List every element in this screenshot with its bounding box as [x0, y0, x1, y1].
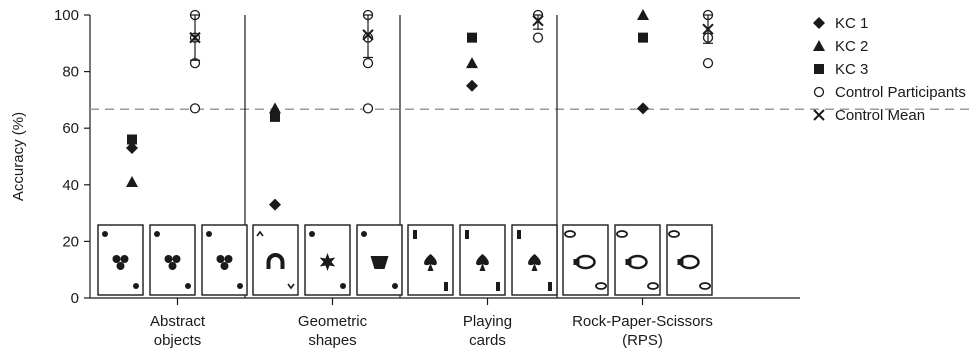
- category-label: shapes: [308, 332, 356, 349]
- legend: KC 1 KC 2 KC 3 Control Participants Control …: [813, 15, 966, 124]
- card-corner-index: [496, 282, 500, 291]
- legend-label: KC 2: [835, 38, 868, 55]
- y-tick-label: 20: [62, 233, 79, 250]
- card-frame: [615, 225, 660, 295]
- kc-2-point: [466, 57, 478, 68]
- card-corner-index: [309, 231, 315, 237]
- card-frame: [563, 225, 608, 295]
- card-corner-index: [185, 283, 191, 289]
- card-corner-index: [392, 283, 398, 289]
- abstract-shape: [217, 255, 225, 263]
- kc-2-point: [637, 9, 649, 20]
- card-corner-index: [444, 282, 448, 291]
- card-corner-index: [517, 230, 521, 239]
- control-participants-point: [534, 33, 543, 42]
- card-corner-index: [102, 231, 108, 237]
- category-label: cards: [469, 332, 506, 349]
- stimulus-card: [202, 225, 247, 295]
- y-tick-label: 40: [62, 177, 79, 194]
- kc-1-point: [269, 199, 281, 211]
- legend-marker: [814, 110, 824, 120]
- control-participants-point: [364, 104, 373, 113]
- stimulus-card: [512, 225, 557, 295]
- control-participants-point: [191, 104, 200, 113]
- stimulus-card: [253, 225, 298, 295]
- kc-2-point: [269, 102, 281, 113]
- legend-marker: [813, 17, 825, 29]
- category-label: Abstract: [150, 313, 206, 330]
- abstract-shape: [121, 255, 129, 263]
- category-label: objects: [154, 332, 202, 349]
- card-frame: [667, 225, 712, 295]
- legend-label: KC 1: [835, 15, 868, 32]
- card-corner-index: [340, 283, 346, 289]
- card-corner-index: [133, 283, 139, 289]
- stimulus-card: [98, 225, 143, 295]
- abstract-shape: [165, 255, 173, 263]
- legend-marker: [814, 64, 824, 74]
- stimulus-cards: [98, 225, 712, 295]
- card-corner-index: [413, 230, 417, 239]
- legend-marker: [815, 88, 824, 97]
- abstract-shape: [221, 262, 229, 270]
- card-corner-index: [548, 282, 552, 291]
- kc-3-point: [127, 135, 137, 145]
- category-label: Playing: [463, 313, 512, 330]
- legend-marker: [813, 40, 825, 51]
- kc-2-point: [126, 176, 138, 187]
- abstract-shape: [113, 255, 121, 263]
- card-corner-index: [154, 231, 160, 237]
- stimulus-card: [305, 225, 350, 295]
- y-axis-title: Accuracy (%): [10, 112, 27, 201]
- axes: 0 20 40 60 80 100 Accuracy (%) Abstract objects G…: [10, 7, 970, 349]
- stimulus-card: [460, 225, 505, 295]
- stimulus-card: [150, 225, 195, 295]
- hand-shape: [678, 259, 684, 265]
- kc-3-point: [270, 112, 280, 122]
- category-label: Geometric: [298, 313, 368, 330]
- card-corner-index: [206, 231, 212, 237]
- hand-shape: [574, 259, 580, 265]
- stimulus-card: [563, 225, 608, 295]
- hand-shape: [626, 259, 632, 265]
- card-corner-index: [465, 230, 469, 239]
- card-corner-index: [237, 283, 243, 289]
- stimulus-card: [667, 225, 712, 295]
- y-tick-label: 0: [71, 290, 79, 307]
- stimulus-card: [408, 225, 453, 295]
- control-participants-point: [704, 59, 713, 68]
- card-frame: [253, 225, 298, 295]
- kc-1-point: [637, 102, 649, 114]
- y-tick-label: 100: [54, 7, 79, 24]
- control-participants-point: [364, 59, 373, 68]
- category-label: Rock-Paper-Scissors: [572, 313, 713, 330]
- abstract-shape: [173, 255, 181, 263]
- legend-label: Control Participants: [835, 84, 966, 101]
- abstract-shape: [169, 262, 177, 270]
- stimulus-card: [615, 225, 660, 295]
- category-label: (RPS): [622, 332, 663, 349]
- legend-label: Control Mean: [835, 107, 925, 124]
- y-tick-label: 80: [62, 64, 79, 81]
- y-tick-label: 60: [62, 120, 79, 137]
- card-corner-index: [361, 231, 367, 237]
- kc-3-point: [638, 33, 648, 43]
- abstract-shape: [225, 255, 233, 263]
- abstract-shape: [117, 262, 125, 270]
- kc-1-point: [466, 80, 478, 92]
- stimulus-card: [357, 225, 402, 295]
- legend-label: KC 3: [835, 61, 868, 78]
- kc-3-point: [467, 33, 477, 43]
